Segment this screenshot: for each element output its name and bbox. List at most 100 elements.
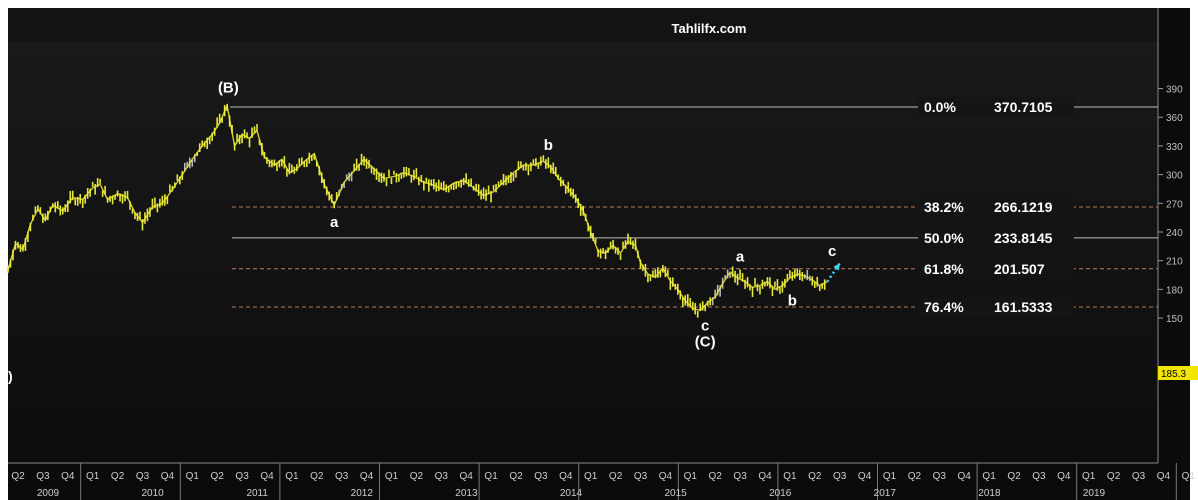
x-quarter-label-45: Q3 — [1132, 471, 1146, 482]
y-tick-label-0: 150 — [1166, 314, 1183, 325]
fib-pct-label-0: 0.0% — [924, 99, 956, 115]
y-tick-label-8: 390 — [1166, 85, 1183, 96]
wave-label-1: a — [330, 214, 339, 231]
x-quarter-label-8: Q2 — [211, 471, 225, 482]
left-edge-paren: ) — [8, 368, 13, 384]
x-quarter-label-29: Q3 — [733, 471, 747, 482]
x-quarter-label-38: Q4 — [958, 471, 972, 482]
wave-label-7: c — [828, 243, 836, 260]
x-quarter-label-2: Q4 — [61, 471, 75, 482]
x-quarter-label-11: Q1 — [285, 471, 299, 482]
fib-label-bg-4 — [918, 297, 1074, 317]
x-quarter-label-25: Q3 — [634, 471, 648, 482]
x-quarter-label-27: Q1 — [684, 471, 698, 482]
x-quarter-label-46: Q4 — [1157, 471, 1171, 482]
x-quarter-label-26: Q4 — [659, 471, 673, 482]
x-quarter-label-18: Q4 — [460, 471, 474, 482]
x-quarter-label-42: Q4 — [1057, 471, 1071, 482]
x-quarter-label-19: Q1 — [484, 471, 498, 482]
x-quarter-label-20: Q2 — [509, 471, 523, 482]
x-quarter-label-47: Q1 — [1182, 471, 1196, 482]
x-quarter-label-13: Q3 — [335, 471, 349, 482]
fib-pct-label-1: 38.2% — [924, 199, 964, 215]
chart-title: Tahlilfx.com — [672, 21, 747, 36]
x-quarter-label-16: Q2 — [410, 471, 424, 482]
x-quarter-label-28: Q2 — [709, 471, 723, 482]
wave-label-2: b — [544, 137, 553, 154]
x-quarter-label-43: Q1 — [1082, 471, 1096, 482]
x-quarter-label-34: Q4 — [858, 471, 872, 482]
x-quarter-label-40: Q2 — [1007, 471, 1021, 482]
x-axis: Q2 Q3 Q4 Q1 Q2 Q3 Q4 Q1 Q2 Q3 Q4 Q1 Q2 Q3 Q4 Q1 Q2 Q3 Q4 Q1… — [11, 463, 1195, 500]
x-year-label-5: 2014 — [560, 488, 583, 499]
x-year-label-1: 2010 — [141, 488, 164, 499]
y-tick-label-2: 210 — [1166, 257, 1183, 268]
fib-label-bg-1 — [918, 197, 1074, 217]
x-quarter-label-31: Q1 — [783, 471, 797, 482]
x-quarter-label-36: Q2 — [908, 471, 922, 482]
fib-label-bg-0 — [918, 97, 1074, 116]
y-tick-label-3: 240 — [1166, 228, 1183, 239]
price-tag-group: 185.3 — [1158, 366, 1198, 380]
wave-label-4: (C) — [695, 334, 716, 351]
x-quarter-label-10: Q4 — [260, 471, 274, 482]
x-quarter-label-17: Q3 — [435, 471, 449, 482]
x-quarter-label-30: Q4 — [758, 471, 772, 482]
x-quarter-label-41: Q3 — [1032, 471, 1046, 482]
x-quarter-label-32: Q2 — [808, 471, 822, 482]
projection-arrowhead — [833, 263, 840, 271]
x-quarter-label-44: Q2 — [1107, 471, 1121, 482]
x-quarter-label-12: Q2 — [310, 471, 324, 482]
x-year-label-2: 2011 — [246, 488, 268, 499]
price-tag: 185.3 — [1161, 369, 1186, 380]
fib-value-label-1: 266.1219 — [994, 199, 1053, 215]
x-quarter-label-39: Q1 — [982, 471, 996, 482]
x-quarter-label-22: Q4 — [559, 471, 573, 482]
x-year-label-4: 2013 — [455, 488, 478, 499]
fib-value-label-2: 233.8145 — [994, 230, 1053, 246]
y-tick-label-5: 300 — [1166, 171, 1183, 182]
right-axis-panel — [1158, 8, 1190, 463]
x-quarter-label-24: Q2 — [609, 471, 623, 482]
price-tag-box — [1158, 366, 1198, 380]
fib-label-bg-3 — [918, 258, 1074, 278]
fib-value-label-0: 370.7105 — [994, 99, 1053, 115]
x-quarter-label-37: Q3 — [933, 471, 947, 482]
x-quarter-label-35: Q1 — [883, 471, 897, 482]
fib-pct-label-3: 61.8% — [924, 261, 964, 277]
x-quarter-label-1: Q3 — [36, 471, 50, 482]
y-axis: 150 180 210 240 270 300 330 360 390 — [1158, 85, 1183, 325]
x-quarter-label-33: Q3 — [833, 471, 847, 482]
projection-line — [826, 262, 841, 283]
x-quarter-label-3: Q1 — [86, 471, 100, 482]
x-quarter-label-23: Q1 — [584, 471, 598, 482]
x-year-label-8: 2017 — [874, 488, 897, 499]
x-year-label-3: 2012 — [351, 488, 374, 499]
x-year-label-10: 2019 — [1083, 488, 1106, 499]
fib-pct-label-2: 50.0% — [924, 230, 964, 246]
x-quarter-label-15: Q1 — [385, 471, 399, 482]
y-tick-label-1: 180 — [1166, 285, 1183, 296]
fib-pct-label-4: 76.4% — [924, 299, 964, 315]
x-year-label-7: 2016 — [769, 488, 792, 499]
x-year-label-9: 2018 — [978, 488, 1001, 499]
fib-layer: 0.0% 370.7105 38.2% 266.1219 50.0% 233.8145 61… — [230, 97, 1158, 317]
x-quarter-label-14: Q4 — [360, 471, 374, 482]
price-layer — [7, 103, 841, 318]
fib-value-label-4: 161.5333 — [994, 299, 1053, 315]
x-year-label-6: 2015 — [664, 488, 687, 499]
wave-label-6: b — [788, 293, 797, 310]
bottom-axis-panel — [8, 463, 1190, 500]
header-band — [8, 8, 1158, 42]
y-tick-label-7: 360 — [1166, 113, 1183, 124]
x-quarter-label-4: Q2 — [111, 471, 125, 482]
x-quarter-label-9: Q3 — [235, 471, 249, 482]
x-quarter-label-21: Q3 — [534, 471, 548, 482]
y-tick-label-6: 330 — [1166, 142, 1183, 153]
fib-value-label-3: 201.507 — [994, 261, 1045, 277]
fib-label-bg-2 — [918, 227, 1074, 247]
y-tick-label-4: 270 — [1166, 199, 1183, 210]
x-quarter-label-6: Q4 — [161, 471, 175, 482]
x-quarter-label-0: Q2 — [11, 471, 25, 482]
